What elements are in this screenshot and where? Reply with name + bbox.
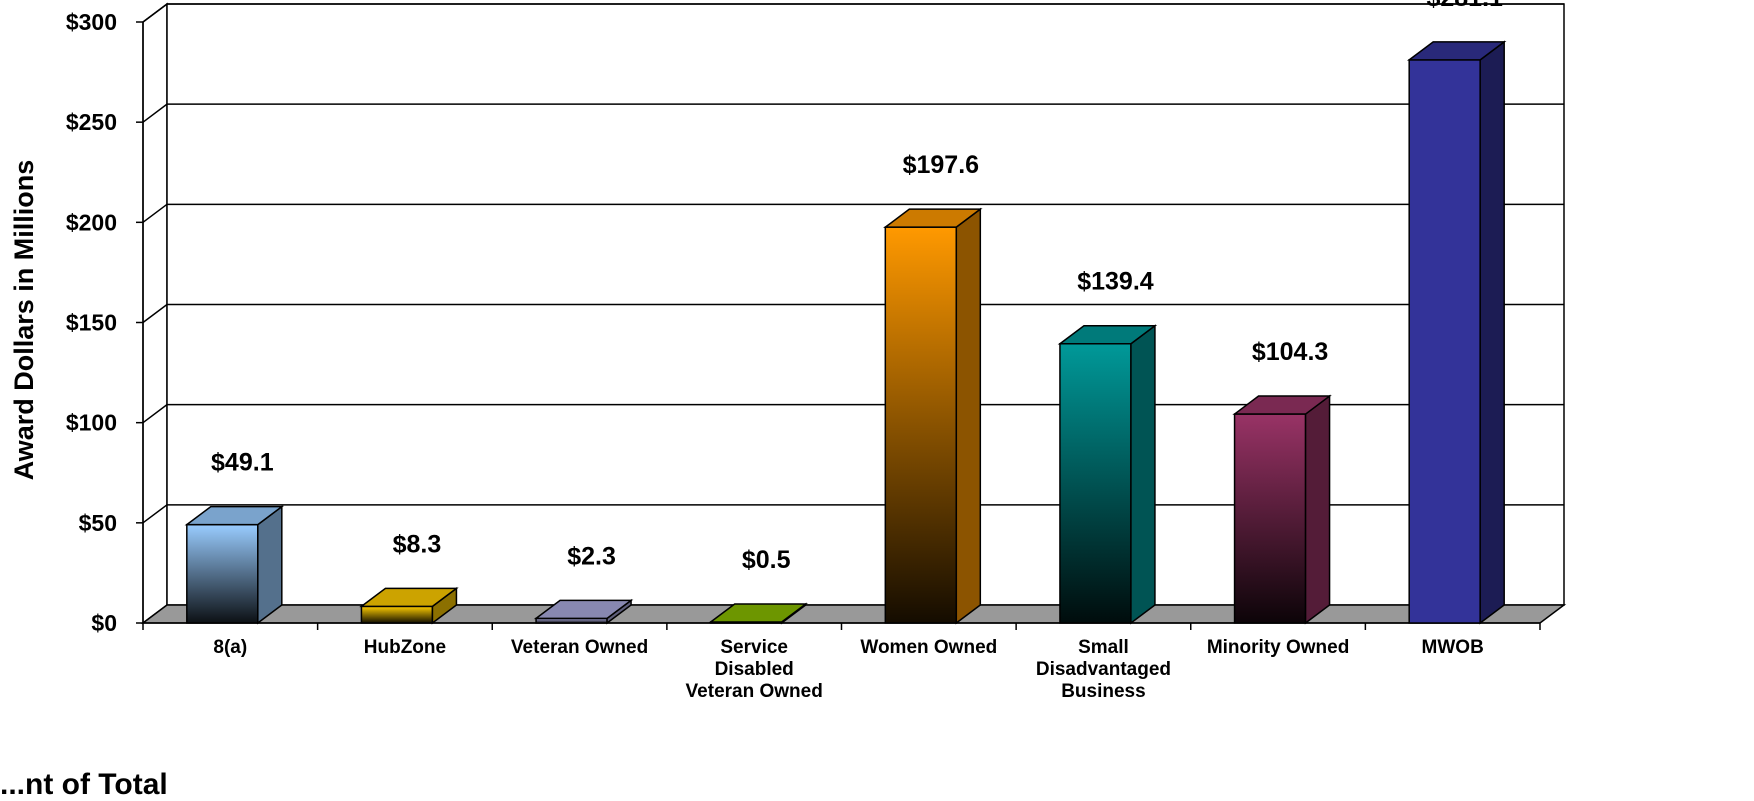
floor bbox=[140, 604, 1567, 624]
chart-floor bbox=[140, 604, 1567, 630]
bar-side bbox=[1304, 394, 1331, 625]
category-labels: 8(a) HubZone Veteran Owned Service Disabled V… bbox=[213, 637, 1483, 702]
bar-top bbox=[184, 505, 285, 526]
category-label: Small Disadvantaged Business bbox=[1036, 637, 1171, 702]
y-axis-ticks: $0 $50 $100 $150 $200 $250 $300 bbox=[66, 9, 144, 636]
bar-top bbox=[1232, 395, 1332, 415]
category-label: MWOB bbox=[1422, 637, 1484, 658]
bar-top bbox=[883, 208, 983, 228]
bar bbox=[1232, 394, 1332, 625]
value-label: $2.3 bbox=[567, 542, 616, 570]
bar-top bbox=[533, 599, 634, 620]
y-tick-label: $250 bbox=[66, 109, 117, 135]
bar-top bbox=[708, 603, 808, 623]
bar bbox=[359, 586, 459, 625]
bar-front bbox=[186, 523, 259, 624]
bar-front bbox=[1233, 413, 1307, 624]
gridline bbox=[142, 3, 1564, 23]
category-label: 8(a) bbox=[213, 637, 247, 658]
y-axis-title: Award Dollars in Millions bbox=[9, 160, 39, 481]
bar bbox=[1057, 324, 1158, 625]
y-tick-label: $0 bbox=[91, 610, 117, 636]
bar-side bbox=[1479, 40, 1505, 625]
bar-top bbox=[1406, 41, 1507, 61]
value-label: $49.1 bbox=[211, 449, 274, 477]
value-label: $0.5 bbox=[742, 546, 791, 574]
bar-side bbox=[257, 505, 283, 625]
gridline bbox=[142, 103, 1564, 123]
y-tick-label: $300 bbox=[66, 9, 117, 35]
bar-front bbox=[1059, 342, 1132, 624]
bar-side bbox=[1130, 324, 1156, 625]
bar-front bbox=[360, 605, 434, 624]
bar-front bbox=[1408, 59, 1481, 624]
y-tick-label: $100 bbox=[66, 410, 117, 436]
gridline bbox=[142, 303, 1564, 324]
bar-side bbox=[955, 207, 982, 625]
value-label: $104.3 bbox=[1252, 338, 1328, 366]
bar bbox=[1406, 40, 1507, 625]
value-label: $281.1 bbox=[1426, 0, 1503, 12]
value-labels: $49.1 $8.3 $2.3 $0.5 $197.6 $139.4 $104.3 $281.… bbox=[211, 0, 1503, 574]
category-label: Veteran Owned bbox=[511, 637, 648, 658]
value-label: $8.3 bbox=[393, 530, 442, 558]
bars bbox=[184, 40, 1507, 625]
value-label: $197.6 bbox=[903, 151, 979, 179]
bar-front bbox=[884, 226, 958, 624]
bar bbox=[184, 505, 285, 625]
value-label: $139.4 bbox=[1077, 268, 1154, 296]
category-label: Service Disabled Veteran Owned bbox=[686, 637, 823, 702]
y-tick-label: $150 bbox=[66, 310, 117, 336]
category-label: Minority Owned bbox=[1207, 637, 1350, 658]
footer-heading: ...nt of Total bbox=[0, 768, 168, 801]
category-label: HubZone bbox=[364, 637, 446, 658]
gridline bbox=[142, 203, 1564, 223]
bar bbox=[883, 207, 983, 625]
y-tick-label: $50 bbox=[79, 510, 117, 536]
bar-top bbox=[359, 587, 459, 608]
bar bbox=[533, 598, 634, 625]
bar bbox=[708, 602, 808, 625]
y-tick-label: $200 bbox=[66, 209, 117, 235]
chart-back-walls bbox=[142, 2, 1565, 625]
category-label: Women Owned bbox=[860, 637, 997, 658]
bar-top bbox=[1057, 324, 1158, 345]
